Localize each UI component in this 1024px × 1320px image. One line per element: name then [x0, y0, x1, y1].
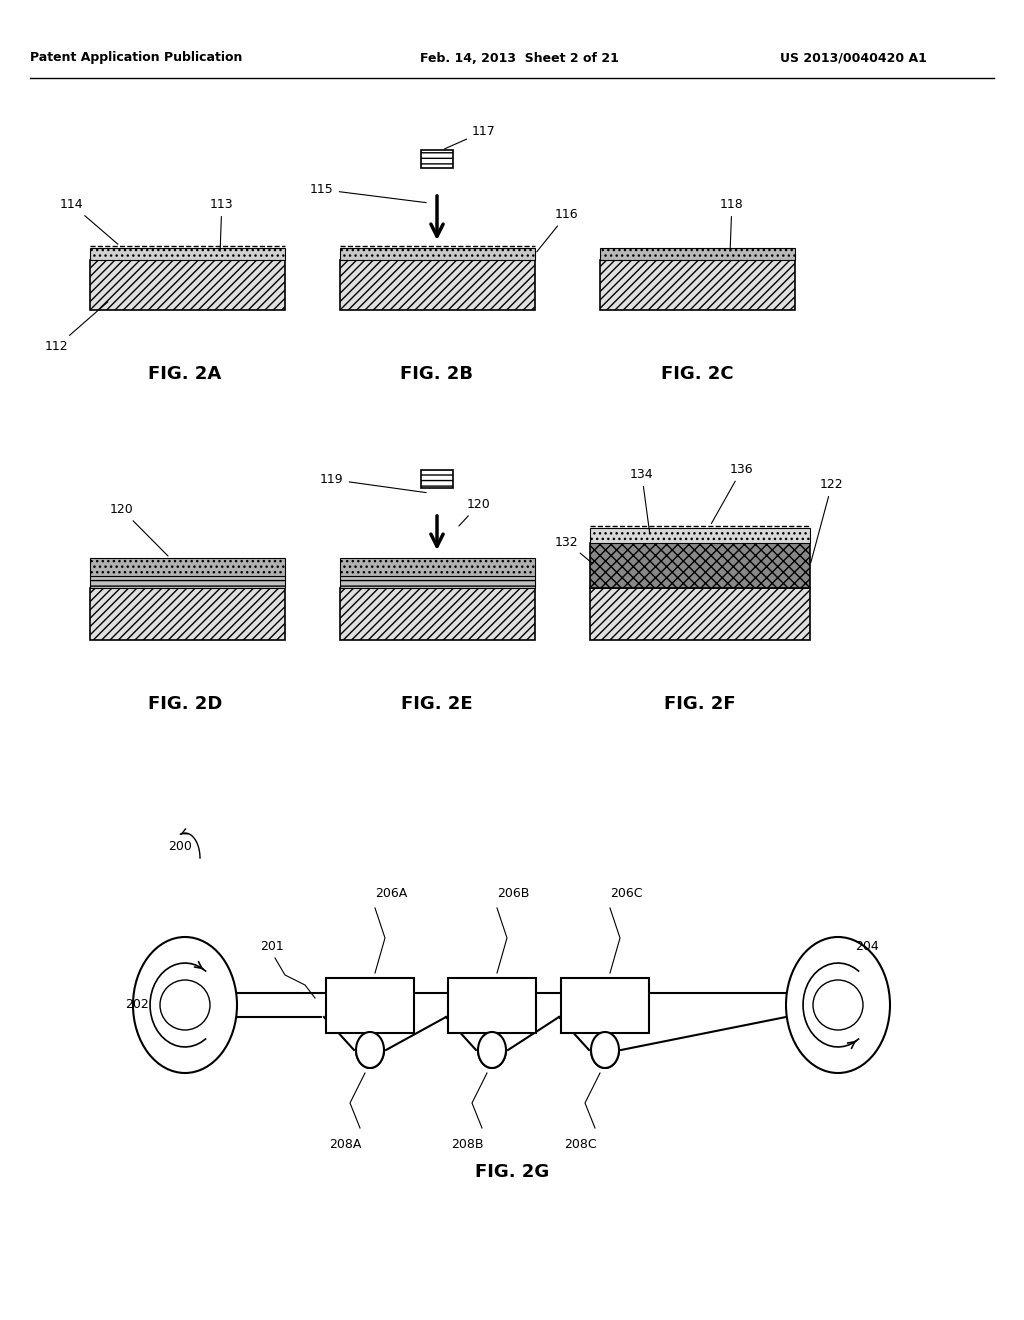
Bar	[90, 587, 285, 640]
Ellipse shape	[591, 1032, 618, 1068]
Text: 134: 134	[630, 469, 653, 533]
Text: 119: 119	[319, 473, 426, 492]
Bar	[561, 978, 649, 1034]
Text: 208C: 208C	[563, 1138, 596, 1151]
Text: 206C: 206C	[610, 887, 642, 900]
Bar	[340, 558, 535, 576]
Text: Patent Application Publication: Patent Application Publication	[30, 51, 243, 65]
Bar	[90, 260, 285, 310]
Text: FIG. 2B: FIG. 2B	[400, 366, 473, 383]
Text: 120: 120	[459, 498, 490, 525]
Text: 117: 117	[444, 125, 496, 149]
Bar	[600, 260, 795, 310]
Bar	[90, 576, 285, 587]
Text: US 2013/0040420 A1: US 2013/0040420 A1	[780, 51, 927, 65]
Text: 202: 202	[125, 998, 148, 1011]
Circle shape	[160, 979, 210, 1030]
Text: FIG. 2G: FIG. 2G	[475, 1163, 549, 1181]
Bar	[449, 978, 536, 1034]
Text: 116: 116	[537, 209, 579, 252]
Text: 206B: 206B	[497, 887, 529, 900]
Text: FIG. 2A: FIG. 2A	[148, 366, 221, 383]
Ellipse shape	[786, 937, 890, 1073]
Text: 113: 113	[210, 198, 233, 251]
Text: 114: 114	[60, 198, 118, 244]
Text: 208B: 208B	[451, 1138, 483, 1151]
Bar	[340, 587, 535, 640]
Bar	[340, 248, 535, 260]
Ellipse shape	[478, 1032, 506, 1068]
Text: 206A: 206A	[375, 887, 408, 900]
Bar	[600, 248, 795, 260]
Text: FIG. 2D: FIG. 2D	[147, 696, 222, 713]
Text: 208A: 208A	[329, 1138, 361, 1151]
Ellipse shape	[356, 1032, 384, 1068]
Bar	[340, 576, 535, 587]
Bar	[590, 543, 810, 587]
Text: FIG. 2E: FIG. 2E	[401, 696, 473, 713]
Bar	[90, 248, 285, 260]
Text: 201: 201	[260, 940, 284, 953]
Bar	[340, 260, 535, 310]
Circle shape	[813, 979, 863, 1030]
Text: 122: 122	[811, 478, 844, 562]
Text: Feb. 14, 2013  Sheet 2 of 21: Feb. 14, 2013 Sheet 2 of 21	[420, 51, 618, 65]
Text: 112: 112	[45, 302, 108, 352]
Bar	[326, 978, 414, 1034]
Text: 136: 136	[712, 463, 754, 524]
Text: 132: 132	[555, 536, 593, 564]
Bar	[590, 587, 810, 640]
Text: 200: 200	[168, 840, 191, 853]
Bar	[421, 470, 453, 488]
Bar	[90, 558, 285, 576]
Text: 115: 115	[310, 183, 426, 203]
Text: FIG. 2C: FIG. 2C	[660, 366, 733, 383]
Bar	[421, 150, 453, 168]
Ellipse shape	[133, 937, 237, 1073]
Bar	[590, 528, 810, 543]
Text: 204: 204	[855, 940, 879, 953]
Text: 118: 118	[720, 198, 743, 251]
Text: FIG. 2F: FIG. 2F	[665, 696, 736, 713]
Text: 120: 120	[110, 503, 168, 556]
